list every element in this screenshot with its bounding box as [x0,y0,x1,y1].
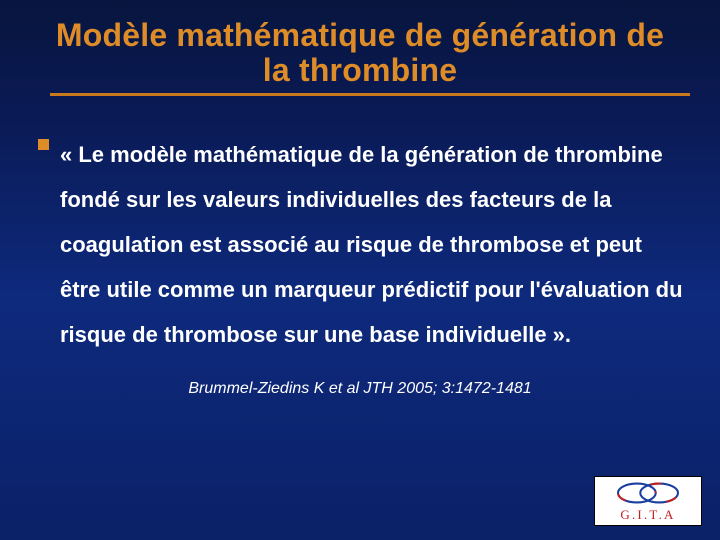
logo-rings-icon [603,481,693,505]
body-text: « Le modèle mathématique de la génératio… [60,132,684,357]
title-block: Modèle mathématique de génération de la … [30,18,690,106]
body-block: « Le modèle mathématique de la génératio… [30,132,690,397]
logo-box: G.I.T.A [594,476,702,526]
title-underline [50,93,690,96]
body-paragraph: « Le modèle mathématique de la génératio… [36,132,684,357]
square-bullet-icon [38,139,49,150]
slide: Modèle mathématique de génération de la … [0,0,720,540]
citation-text: Brummel-Ziedins K et al JTH 2005; 3:1472… [36,380,684,398]
logo-text: G.I.T.A [620,507,675,523]
slide-title: Modèle mathématique de génération de la … [50,18,670,87]
